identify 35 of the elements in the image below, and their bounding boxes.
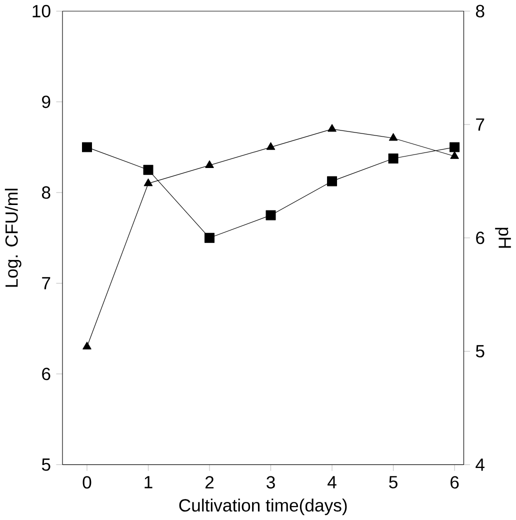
point (328, 124, 337, 132)
x-tick-label: 4 (328, 476, 337, 488)
point (327, 176, 338, 186)
point (82, 342, 92, 350)
point (266, 210, 276, 220)
x-tick-label: 3 (266, 476, 276, 489)
y2-tick-label: 7 (476, 118, 484, 131)
point (205, 160, 214, 168)
y-tick-label: 10 (32, 4, 50, 18)
x-axis-title: Cultivation time(days) (179, 498, 347, 516)
point (450, 142, 460, 152)
y2-tick-label: 6 (476, 232, 484, 244)
point (204, 232, 215, 243)
y-axis-title: Log. CFU/ml (5, 188, 22, 287)
x-tick-label: 0 (82, 476, 92, 489)
point (389, 133, 398, 141)
y-tick-label: 8 (42, 186, 50, 199)
y2-tick-label: 5 (476, 345, 484, 358)
x-tick-label: 5 (389, 476, 398, 488)
x-tick-label: 1 (144, 476, 152, 488)
point (266, 142, 276, 150)
y2-tick-label: 8 (476, 4, 484, 18)
point (388, 154, 398, 164)
y-tick-label: 6 (42, 368, 50, 380)
x-tick-label: 6 (450, 476, 459, 489)
y2-tick-label: 4 (476, 458, 485, 471)
y2-axis-title: pH (495, 228, 511, 248)
point (144, 178, 153, 186)
point (450, 151, 460, 159)
y-tick-label: 5 (42, 458, 50, 471)
x-tick-label: 2 (206, 476, 214, 488)
y-tick-label: 7 (42, 277, 50, 290)
point (143, 164, 154, 175)
y-tick-label: 9 (42, 96, 50, 108)
point (82, 142, 92, 152)
